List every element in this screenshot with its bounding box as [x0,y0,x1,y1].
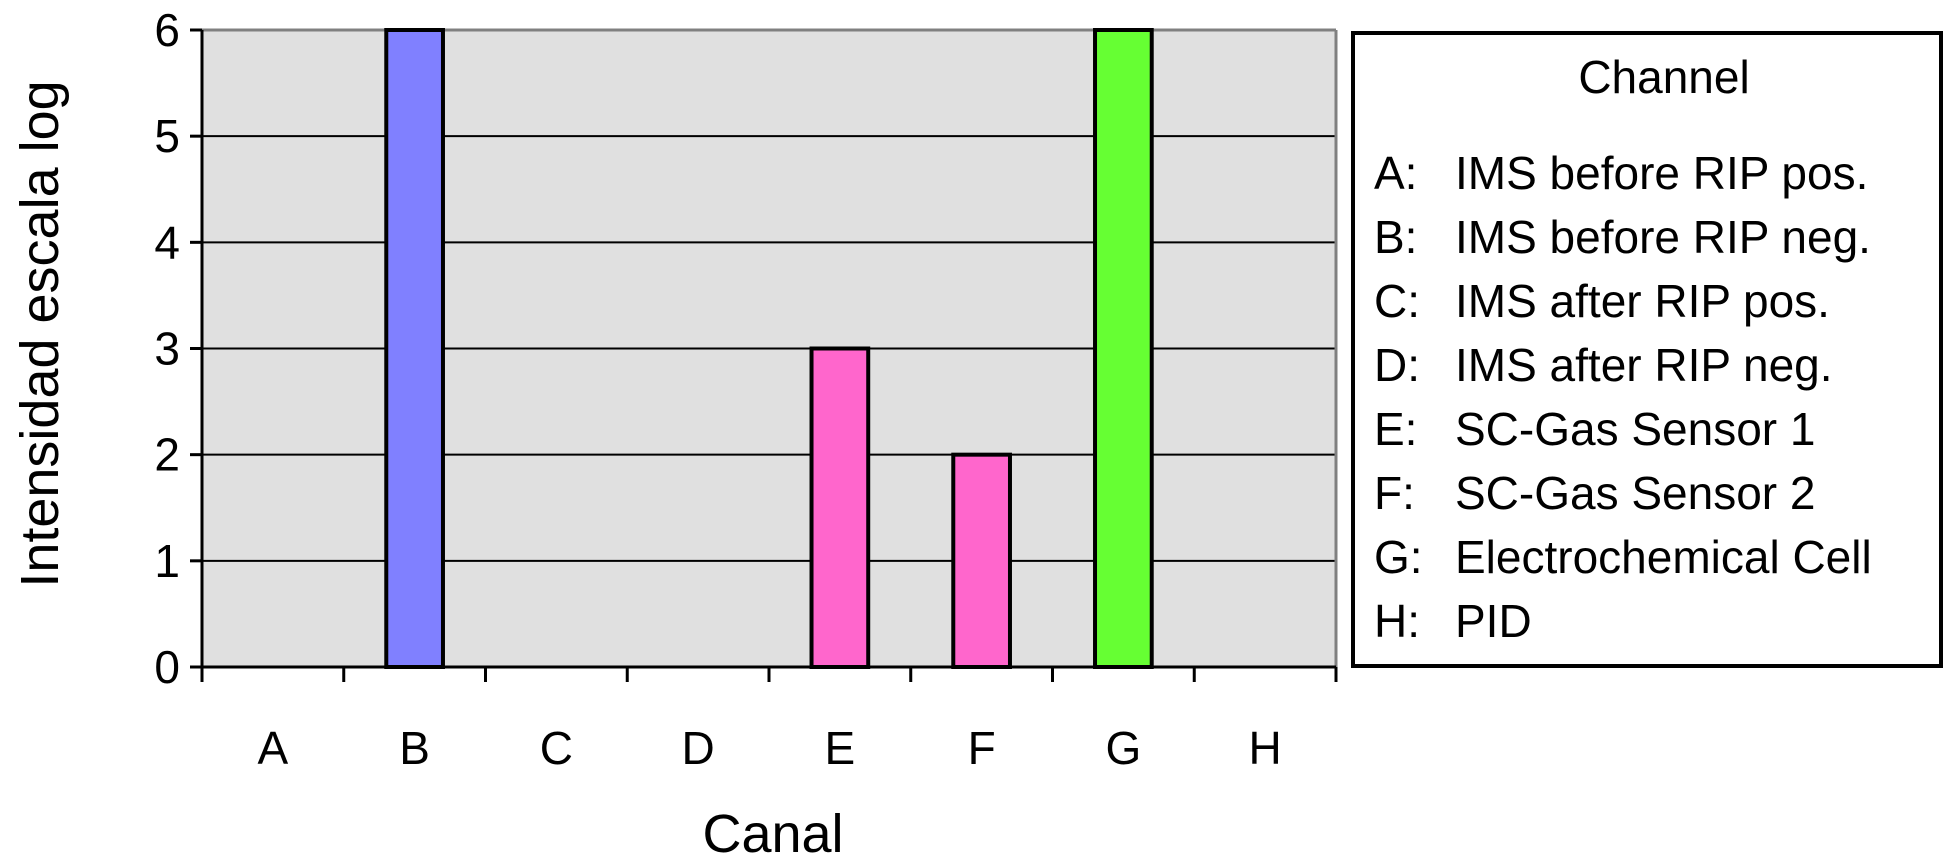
x-tick-label-f: F [968,722,996,774]
y-tick-label-1: 1 [154,535,180,587]
bars [384,28,1154,669]
y-tick-label-3: 3 [154,323,180,375]
legend-entries: A: IMS before RIP pos. B: IMS before RIP ne… [1374,147,1872,647]
legend-key-1: B: [1374,211,1417,263]
x-tick-label-d: D [682,722,715,774]
bar-e [809,346,871,669]
x-tick-label-a: A [258,722,289,774]
legend-key-5: F: [1374,467,1415,519]
x-tick-label-h: H [1249,722,1282,774]
legend-key-4: E: [1374,403,1417,455]
legend-key-2: C: [1374,275,1420,327]
legend-text-1: IMS before RIP neg. [1455,211,1871,263]
y-tick-label-0: 0 [154,641,180,693]
bar-b [384,28,445,669]
bar-g [1093,28,1154,669]
legend-text-6: Electrochemical Cell [1455,531,1872,583]
y-axis-title: Intensidad escala log [10,80,70,587]
x-tick-label-c: C [540,722,573,774]
y-tick-label-6: 6 [154,4,180,56]
legend-title: Channel [1578,51,1749,103]
bar-f [951,452,1012,669]
legend-text-5: SC-Gas Sensor 2 [1455,467,1815,519]
y-axis: 0 1 2 3 4 5 6 [154,4,204,693]
x-tick-label-b: B [399,722,430,774]
plot-area [202,28,1338,667]
legend-box [1351,31,1943,668]
x-axis-title: Canal [702,804,843,859]
legend-text-7: PID [1455,595,1532,647]
legend-key-0: A: [1374,147,1417,199]
legend-key-6: G: [1374,531,1423,583]
legend-key-7: H: [1374,595,1420,647]
legend-text-2: IMS after RIP pos. [1455,275,1830,327]
y-tick-label-5: 5 [154,110,180,162]
legend-key-3: D: [1374,339,1420,391]
y-tick-label-2: 2 [154,429,180,481]
legend-text-4: SC-Gas Sensor 1 [1455,403,1815,455]
y-tick-label-4: 4 [154,216,180,268]
x-tick-label-g: G [1105,722,1141,774]
legend-text-0: IMS before RIP pos. [1455,147,1868,199]
x-axis: A B C D E F G H [200,665,1338,774]
legend: Channel A: IMS before RIP pos. B: IMS befor… [1351,31,1943,668]
legend-text-3: IMS after RIP neg. [1455,339,1833,391]
x-tick-label-e: E [825,722,856,774]
